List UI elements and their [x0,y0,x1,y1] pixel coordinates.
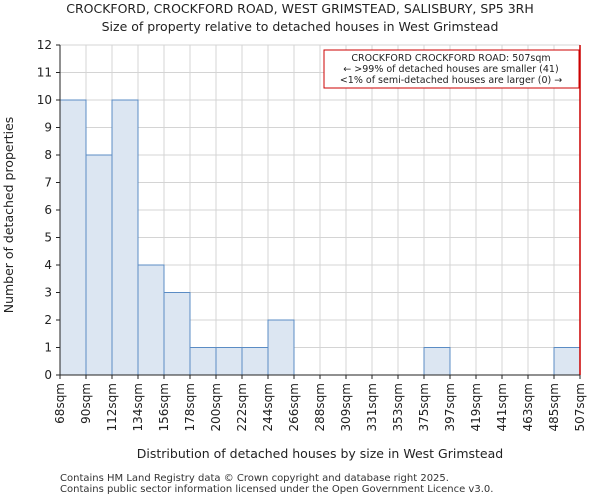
annotation-box: CROCKFORD CROCKFORD ROAD: 507sqm ← >99% … [323,49,580,89]
chart-title: CROCKFORD, CROCKFORD ROAD, WEST GRIMSTEA… [66,1,534,16]
y-tick-label: 5 [44,231,52,245]
bars [59,99,581,376]
x-tick-label: 353sqm [391,383,405,431]
histogram-bar [189,347,217,376]
annotation-frame [323,49,580,89]
x-tick-label: 397sqm [443,383,457,431]
chart-subtitle: Size of property relative to detached ho… [102,19,499,34]
x-tick-label: 244sqm [261,383,275,431]
footer-copyright: Contains HM Land Registry data © Crown c… [60,473,449,484]
x-tick-label: 331sqm [365,383,379,431]
histogram-bar [137,264,165,376]
x-tick-label: 288sqm [313,383,327,431]
x-tick-label: 485sqm [547,383,561,431]
y-tick-label: 2 [44,313,52,327]
x-tick-label: 90sqm [79,383,93,424]
y-axis-label: Number of detached properties [1,117,16,314]
x-tick-label: 441sqm [495,383,509,431]
histogram-bar [423,347,451,376]
x-tick-label: 419sqm [469,383,483,431]
histogram-bar [85,154,113,376]
histogram-bar [163,292,191,376]
y-tick-label: 7 [44,176,52,190]
x-tick-label: 200sqm [209,383,223,431]
x-tick-label: 375sqm [417,383,431,431]
x-tick-label: 156sqm [157,383,171,431]
x-tick-labels: 68sqm 90sqm 112sqm 134sqm 156sqm 178sqm 200sqm… [53,375,587,431]
annotation-line-2: ← >99% of detached houses are smaller (4… [343,64,558,75]
y-tick-label: 6 [44,203,52,217]
y-tick-label: 12 [37,38,52,52]
x-axis-label: Distribution of detached houses by size … [137,446,503,461]
y-tick-label: 3 [44,286,52,300]
histogram-bar [59,99,87,376]
y-tick-label: 10 [37,93,52,107]
x-tick-label: 266sqm [287,383,301,431]
footer-licence: Contains public sector information licen… [60,484,494,495]
annotation-line-3: <1% of semi-detached houses are larger (… [340,75,562,86]
x-tick-label: 222sqm [235,383,249,431]
histogram-bar [553,347,581,376]
property-size-histogram: CROCKFORD, CROCKFORD ROAD, WEST GRIMSTEA… [1,1,587,461]
histogram-bar [241,347,269,376]
histogram-bar [215,347,243,376]
y-tick-label: 8 [44,148,52,162]
annotation-line-1: CROCKFORD CROCKFORD ROAD: 507sqm [351,53,550,64]
x-tick-label: 463sqm [521,383,535,431]
x-tick-label: 112sqm [105,383,119,431]
x-tick-label: 68sqm [53,383,67,424]
y-tick-label: 0 [44,368,52,382]
x-tick-label: 134sqm [131,383,145,431]
x-tick-label: 178sqm [183,383,197,431]
y-tick-label: 9 [44,121,52,135]
histogram-bar [111,99,139,376]
x-tick-label: 507sqm [573,383,587,431]
y-tick-label: 4 [44,258,52,272]
y-tick-label: 11 [37,66,52,80]
histogram-bar [267,319,295,376]
x-tick-label: 309sqm [339,383,353,431]
y-tick-label: 1 [44,341,52,355]
